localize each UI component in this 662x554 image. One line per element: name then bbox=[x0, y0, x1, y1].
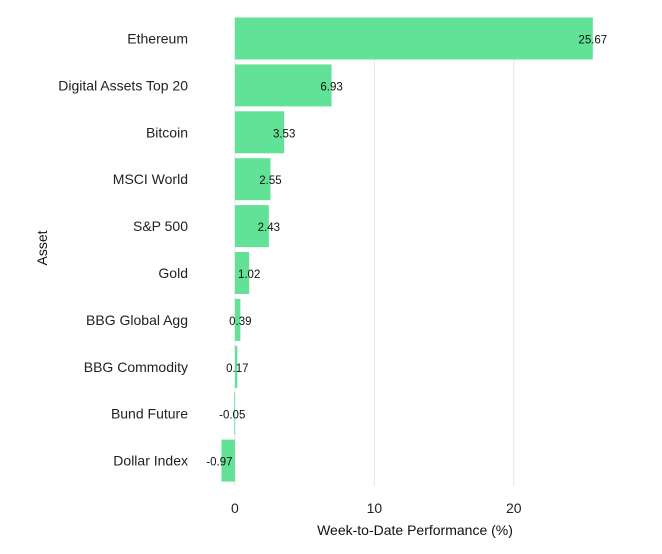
category-label: MSCI World bbox=[113, 171, 188, 187]
data-labels: 25.67 6.93 3.53 2.55 2.43 1.02 0.39 0.17 -0.05 -0… bbox=[206, 35, 607, 469]
bar bbox=[234, 64, 332, 107]
bar bbox=[234, 392, 236, 435]
bar bbox=[234, 252, 250, 294]
bar bbox=[221, 439, 235, 482]
bar bbox=[234, 111, 285, 154]
data-label: 3.53 bbox=[273, 128, 295, 140]
bar bbox=[234, 17, 593, 60]
bar bbox=[234, 298, 241, 341]
data-label: 2.43 bbox=[258, 222, 280, 234]
bar bbox=[234, 158, 271, 201]
bar bbox=[234, 205, 269, 248]
data-label: -0.05 bbox=[219, 410, 245, 422]
bars bbox=[221, 17, 593, 482]
x-tick-label: 0 bbox=[231, 500, 239, 516]
category-label: Bund Future bbox=[111, 406, 188, 422]
data-label: 25.67 bbox=[578, 35, 607, 47]
data-label: 0.17 bbox=[226, 363, 248, 375]
data-label: 2.55 bbox=[259, 175, 281, 187]
category-label: BBG Global Agg bbox=[86, 312, 188, 328]
x-axis-title: Week-to-Date Performance (%) bbox=[317, 522, 513, 538]
category-label: Digital Assets Top 20 bbox=[58, 77, 188, 93]
x-tick-labels: 0 10 20 bbox=[231, 500, 522, 516]
category-label: Dollar Index bbox=[113, 453, 188, 469]
data-label: 0.39 bbox=[229, 316, 251, 328]
y-axis-title: Asset bbox=[34, 230, 50, 265]
x-tick-label: 20 bbox=[506, 500, 522, 516]
bar bbox=[234, 345, 238, 388]
category-labels: Ethereum Digital Assets Top 20 Bitcoin MSCI… bbox=[58, 31, 188, 469]
category-label: Bitcoin bbox=[146, 124, 188, 140]
data-label: 6.93 bbox=[320, 81, 342, 93]
data-label: 1.02 bbox=[238, 269, 260, 281]
x-tick-label: 10 bbox=[367, 500, 383, 516]
category-label: BBG Commodity bbox=[84, 359, 188, 375]
category-label: S&P 500 bbox=[133, 218, 188, 234]
data-label: -0.97 bbox=[206, 457, 232, 469]
category-label: Ethereum bbox=[127, 31, 188, 47]
category-label: Gold bbox=[158, 265, 188, 281]
